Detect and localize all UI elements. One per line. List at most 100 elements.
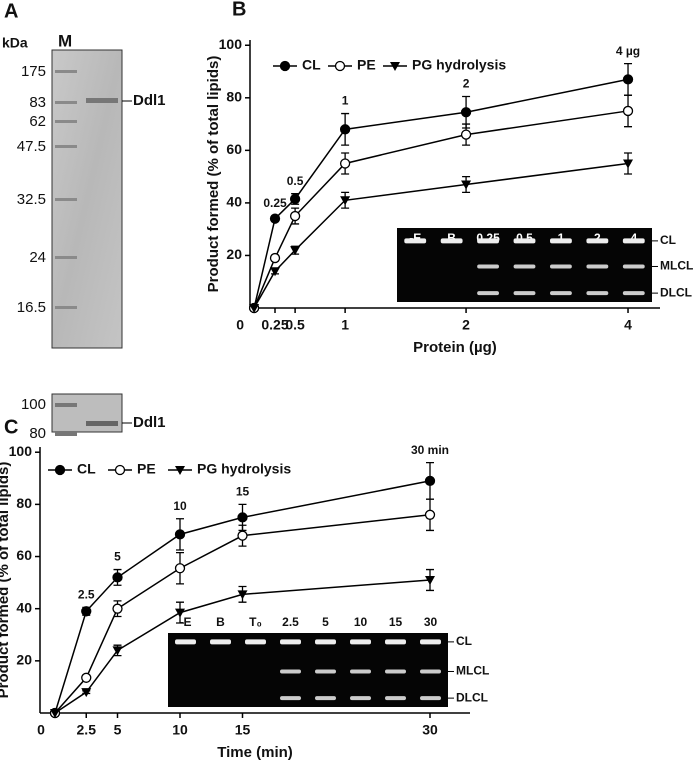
panel-label: A bbox=[4, 0, 18, 22]
y-tick-label: 20 bbox=[16, 652, 32, 668]
marker bbox=[339, 158, 351, 169]
inset-band bbox=[420, 639, 441, 645]
inset-band bbox=[210, 639, 231, 645]
inset-band bbox=[175, 639, 196, 645]
annotation: 10 bbox=[173, 499, 187, 513]
annotation: 30 min bbox=[411, 443, 449, 457]
unit-label: kDa bbox=[2, 35, 28, 51]
marker bbox=[237, 590, 248, 600]
lane-label: 2 bbox=[594, 231, 601, 245]
inset-band bbox=[586, 291, 609, 296]
inset-band bbox=[420, 696, 441, 701]
marker-label: 47.5 bbox=[17, 138, 46, 155]
marker bbox=[425, 576, 435, 585]
blot-band bbox=[55, 403, 77, 407]
marker bbox=[461, 180, 472, 190]
inset-band bbox=[420, 669, 441, 674]
marker bbox=[174, 529, 186, 540]
inset-band bbox=[622, 264, 645, 269]
y-tick-label: 60 bbox=[16, 547, 32, 563]
x-tick-label: 2.5 bbox=[77, 722, 97, 738]
inset-band bbox=[586, 264, 609, 269]
blot-band bbox=[86, 421, 118, 426]
blot-band bbox=[55, 432, 77, 436]
marker bbox=[81, 606, 92, 617]
legend-label: PE bbox=[357, 57, 376, 73]
marker bbox=[289, 210, 301, 222]
band-label: DLCL bbox=[456, 690, 488, 704]
gel-band bbox=[55, 70, 77, 73]
band-label: DLCL bbox=[660, 285, 692, 299]
y-tick-label: 80 bbox=[226, 89, 242, 105]
marker-label: 83 bbox=[29, 94, 46, 111]
series-line bbox=[54, 579, 431, 714]
x-axis-title: Protein (µg) bbox=[413, 339, 497, 356]
marker bbox=[175, 466, 185, 475]
marker bbox=[269, 252, 281, 264]
annotation: 4 µg bbox=[616, 44, 640, 58]
x-axis-title: Time (min) bbox=[217, 744, 293, 761]
inset-band bbox=[385, 639, 406, 645]
x-tick-label: 30 bbox=[422, 722, 438, 738]
annotation: 5 bbox=[114, 550, 121, 564]
x-tick-label: 4 bbox=[624, 317, 632, 333]
inset-band bbox=[513, 238, 536, 244]
inset-band bbox=[513, 264, 536, 269]
lane-label: 2.5 bbox=[282, 615, 299, 629]
lane-label: 10 bbox=[354, 615, 368, 629]
gel-band bbox=[55, 198, 77, 201]
band-label: MLCL bbox=[456, 664, 489, 678]
marker bbox=[424, 509, 436, 520]
marker bbox=[249, 304, 260, 313]
x-tick-label: 0 bbox=[236, 317, 244, 333]
gel-band bbox=[55, 306, 77, 309]
protein-label: Ddl1 bbox=[133, 414, 166, 431]
inset-band bbox=[315, 696, 336, 701]
y-tick-label: 100 bbox=[219, 36, 243, 52]
marker bbox=[339, 124, 351, 135]
y-tick-label: 100 bbox=[9, 443, 33, 459]
series-line bbox=[253, 78, 629, 309]
series-line bbox=[54, 480, 431, 714]
inset-band bbox=[315, 639, 336, 645]
inset-band bbox=[385, 669, 406, 674]
gel-band bbox=[55, 256, 77, 259]
inset-band bbox=[622, 238, 645, 244]
marker bbox=[623, 159, 634, 169]
marker bbox=[460, 107, 472, 118]
marker bbox=[112, 646, 123, 656]
marker-label: 16.5 bbox=[17, 299, 46, 316]
band-label: CL bbox=[456, 634, 472, 648]
marker bbox=[112, 572, 123, 583]
lane-label: 15 bbox=[389, 615, 403, 629]
x-tick-label: 1 bbox=[341, 317, 349, 333]
marker bbox=[237, 512, 248, 523]
marker bbox=[622, 74, 634, 85]
lane-label: T₀ bbox=[249, 615, 262, 629]
annotation: 15 bbox=[236, 485, 250, 499]
inset-band bbox=[350, 669, 371, 674]
annotation: 2 bbox=[463, 77, 470, 91]
inset-band bbox=[280, 639, 301, 645]
y-tick-label: 60 bbox=[226, 141, 242, 157]
inset-band bbox=[513, 291, 536, 296]
inset-band bbox=[245, 639, 266, 645]
marker-label: 24 bbox=[29, 249, 46, 266]
marker bbox=[340, 196, 351, 206]
lane-label: M bbox=[58, 31, 72, 50]
x-tick-label: 0.25 bbox=[261, 317, 288, 333]
marker bbox=[424, 475, 436, 487]
marker bbox=[269, 213, 281, 224]
gel-band bbox=[55, 145, 77, 148]
annotation: 0.25 bbox=[263, 196, 287, 210]
inset-band bbox=[550, 238, 572, 244]
x-tick-label: 15 bbox=[235, 722, 251, 738]
inset-band bbox=[280, 696, 301, 701]
marker bbox=[112, 603, 123, 614]
marker bbox=[54, 464, 66, 476]
annotation: 0.5 bbox=[287, 174, 304, 188]
lane-label: B bbox=[216, 615, 225, 629]
marker-label: 80 bbox=[29, 425, 46, 442]
marker-label: 32.5 bbox=[17, 191, 46, 208]
